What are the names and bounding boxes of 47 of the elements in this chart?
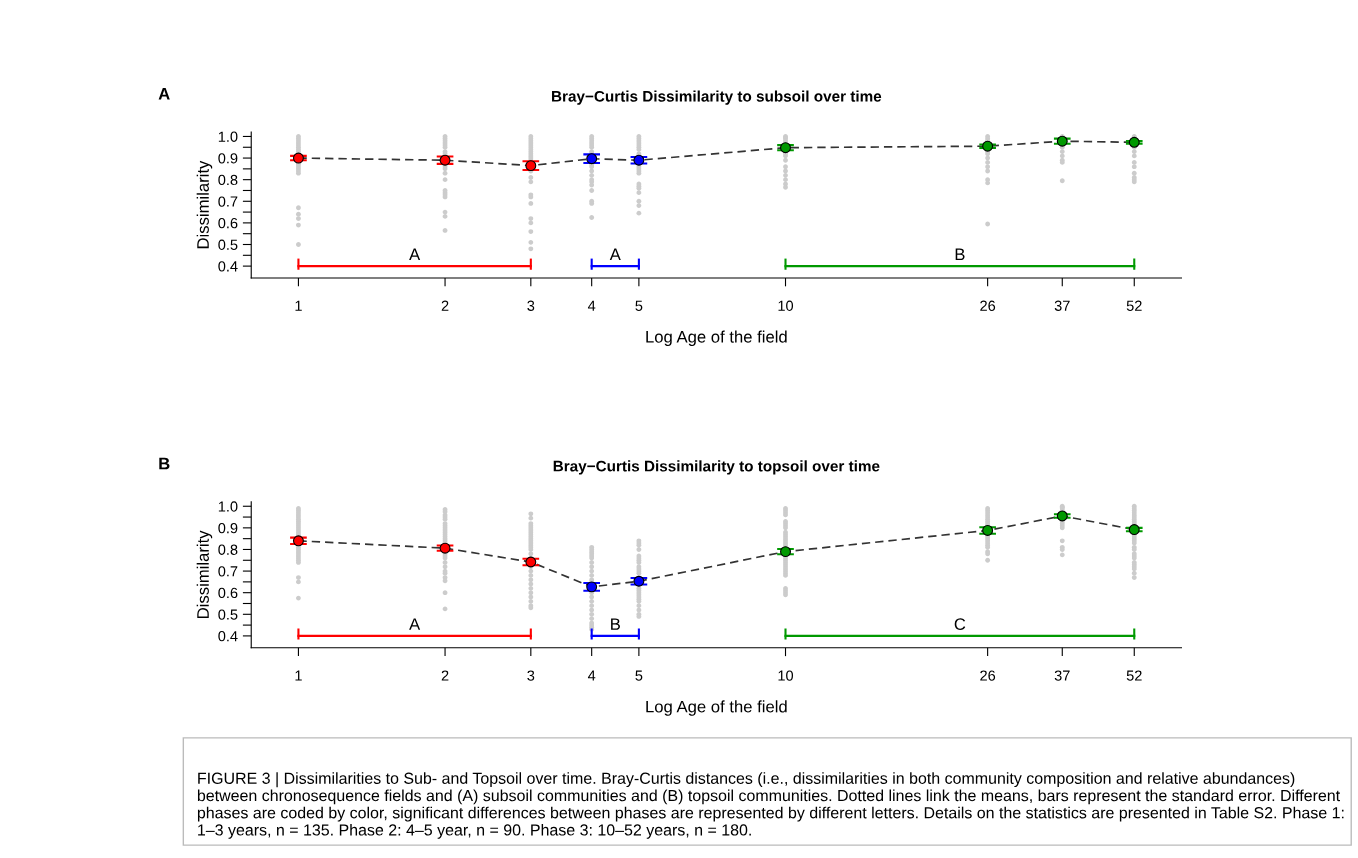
x-tick-label: 26 <box>980 670 996 681</box>
annotation: A <box>409 618 421 630</box>
text: A <box>158 88 170 100</box>
y-tick-label: 0.9 <box>218 153 238 164</box>
x-tick-label: 37 <box>1054 670 1070 681</box>
x-tick-label: 5 <box>635 300 643 311</box>
x-axis-title: Log Age of the field <box>646 330 787 347</box>
x-tick-label: 2 <box>441 300 449 311</box>
chart-title: Bray−Curtis Dissimilarity to subsoil over time <box>552 90 882 105</box>
x-tick-label: 1 <box>295 300 302 311</box>
x-tick-label: 4 <box>587 670 596 681</box>
annotation: B <box>611 618 620 630</box>
y-tick-label: 1.0 <box>218 131 238 142</box>
y-tick-label: 0.9 <box>218 522 238 534</box>
y-tick-label: 1.0 <box>218 501 238 512</box>
y-axis-title: Dissimilarity <box>196 530 213 618</box>
x-tick-label: 52 <box>1126 670 1142 681</box>
y-tick-label: 0.5 <box>218 609 238 620</box>
x-tick-label: 52 <box>1126 300 1142 311</box>
x-tick-label: 2 <box>441 670 449 681</box>
x-tick-label: 4 <box>587 300 596 311</box>
text: B <box>159 457 170 470</box>
x-tick-label: 3 <box>527 670 535 681</box>
y-tick-label: 0.4 <box>218 631 238 642</box>
annotation: A <box>609 248 621 261</box>
y-tick-label: 0.6 <box>218 587 238 599</box>
y-axis-title: Dissimilarity <box>196 160 213 249</box>
y-tick-label: 0.8 <box>218 174 238 186</box>
chart-title: Bray−Curtis Dissimilarity to topsoil over time <box>553 460 880 475</box>
x-tick-label: 1 <box>295 670 302 681</box>
y-tick-label: 0.8 <box>218 544 238 555</box>
x-tick-label: 37 <box>1054 300 1070 311</box>
y-tick-label: 0.7 <box>218 566 238 577</box>
annotation: C <box>954 618 966 631</box>
x-tick-label: 26 <box>980 300 996 311</box>
x-tick-label: 10 <box>778 300 794 311</box>
x-tick-label: 10 <box>778 670 794 681</box>
x-axis-title: Log Age of the field <box>646 700 787 716</box>
y-tick-label: 0.4 <box>218 261 238 272</box>
annotation: B <box>955 248 965 261</box>
y-tick-label: 0.7 <box>218 196 238 207</box>
y-tick-label: 0.6 <box>218 217 238 229</box>
caption: FIGURE 3 | Dissimilarities to Sub- and Topsoil over time. Bray-Curtis distances (i.e., dissimilarities in both community composition and relative abundances) between chronosequence fields and (A) subsoil communities and (B) topsoil communities. Dotted lines link the means, bars represent the standard error. Different phases are coded by color, significant differences between phases are represented by different letters. Details on the statistics are presented in Table S2. Phase 1: 1–3 years, n = 135. Phase 2: 4–5 year, n = 90. Phase 3: 10–52 years, n = 180. <box>197 772 1344 839</box>
x-tick-label: 3 <box>527 300 535 311</box>
annotation: A <box>409 248 421 261</box>
x-tick-label: 5 <box>635 670 643 681</box>
y-tick-label: 0.5 <box>218 239 238 250</box>
